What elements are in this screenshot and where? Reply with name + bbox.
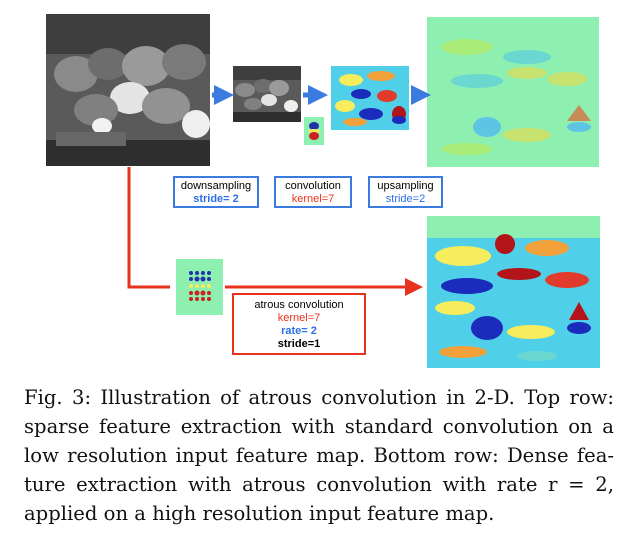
atrous-stride: stride=1 — [277, 338, 321, 350]
upsampling-box: upsampling stride=2 — [368, 176, 443, 208]
atrous-kernel: kernel=7 — [277, 312, 321, 324]
caption-line: ture extraction with atrous convolution … — [24, 473, 614, 496]
caption-line: low resolution input feature map. Bottom… — [24, 444, 614, 467]
dense-feature-map — [427, 216, 600, 368]
input-image-peppers — [46, 14, 210, 166]
figure-caption: Fig. 3: Illustration of atrous convoluti… — [24, 383, 614, 528]
upsampling-stride: stride=2 — [385, 193, 426, 205]
downsampling-box: downsampling stride= 2 — [173, 176, 259, 208]
atrous-kernel — [176, 259, 223, 315]
caption-line: Fig. 3: Illustration of atrous convoluti… — [24, 386, 614, 409]
figure-atrous-convolution: downsampling stride= 2 convolution kerne… — [46, 14, 600, 368]
convolution-kernel: kernel=7 — [291, 193, 335, 205]
downsampling-stride: stride= 2 — [193, 193, 239, 205]
convolution-box: convolution kernel=7 — [274, 176, 352, 208]
atrous-convolution-box: atrous convolution kernel=7 rate= 2 stri… — [232, 293, 366, 355]
standard-kernel — [304, 117, 324, 145]
arrow-atrous-path — [127, 167, 170, 289]
caption-line: sparse feature extraction with standard … — [24, 415, 614, 438]
atrous-title: atrous convolution — [254, 299, 344, 311]
low-res-feature-map — [331, 66, 409, 130]
upsampling-title: upsampling — [377, 180, 434, 192]
downsampled-image — [233, 66, 301, 122]
caption-line: applied on a high resolution input featu… — [24, 502, 495, 525]
atrous-rate: rate= 2 — [281, 325, 317, 337]
convolution-title: convolution — [285, 180, 341, 192]
downsampling-title: downsampling — [180, 180, 252, 192]
upsampled-feature-map — [427, 17, 599, 167]
